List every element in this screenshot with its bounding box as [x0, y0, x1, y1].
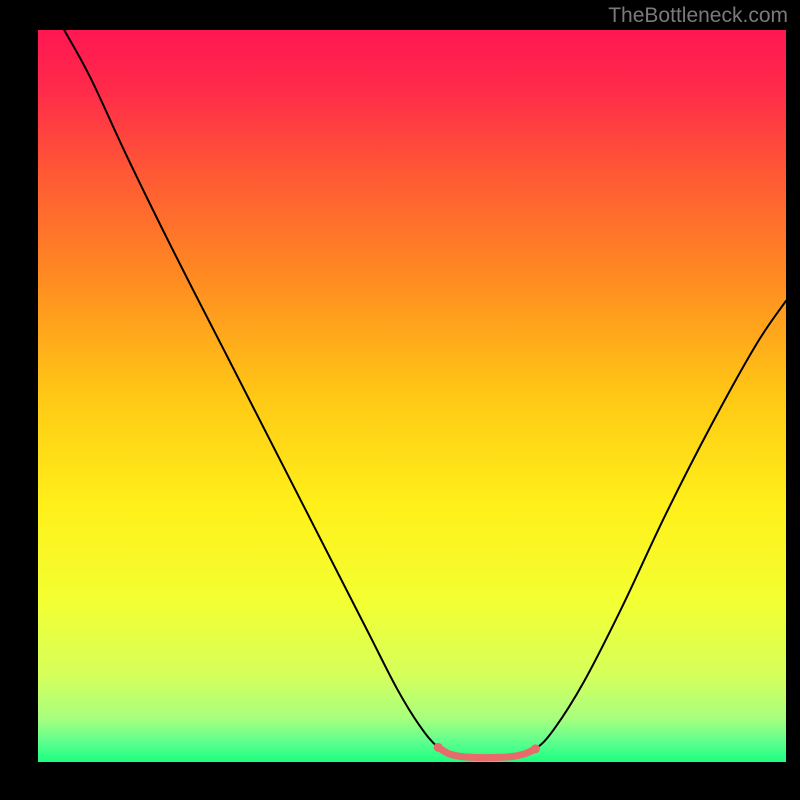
bottleneck-chart [0, 0, 800, 800]
plot-background [38, 30, 786, 762]
highlight-endpoint [434, 743, 443, 752]
chart-container: TheBottleneck.com [0, 0, 800, 800]
watermark-text: TheBottleneck.com [608, 4, 788, 28]
highlight-endpoint [531, 744, 540, 753]
